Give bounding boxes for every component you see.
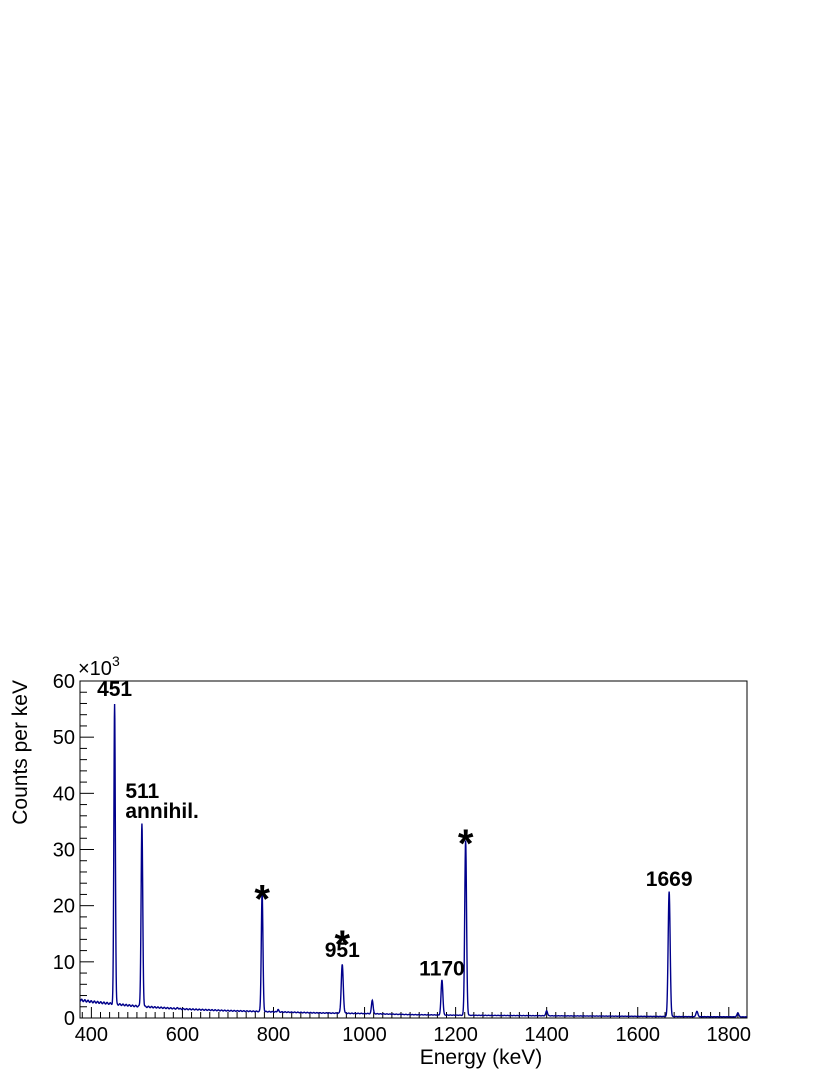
y-tick-label: 50 [53,727,75,749]
y-tick-label: 60 [53,671,75,693]
x-tick-label: 1000 [342,1024,387,1046]
peak-label-annihil: annihil. [125,800,199,823]
peak-star-marker: * [334,923,350,967]
spectrum-line [79,703,748,1018]
y-tick-label: 30 [53,840,75,862]
y-tick-label: 0 [64,1008,75,1030]
peak-label-1669: 1669 [646,868,693,891]
peak-label-451: 451 [97,678,132,701]
x-tick-label: 1600 [615,1024,660,1046]
peak-label-1170: 1170 [419,957,465,980]
x-tick-label: 1200 [433,1024,478,1046]
peak-label-951: 951 [325,939,360,962]
peak-star-marker: * [458,822,474,866]
y-axis-multiplier-exponent: 3 [112,653,120,669]
x-axis-title: Energy (keV) [420,1046,543,1069]
plot-frame [79,680,748,1019]
x-tick-label: 1800 [707,1024,752,1046]
x-tick-label: 800 [257,1024,290,1046]
y-axis-multiplier: ×103 [78,653,120,680]
x-tick-label: 1400 [524,1024,569,1046]
peak-label-511: 511 [125,780,159,803]
y-tick-label: 40 [53,783,75,805]
x-tick-label: 600 [166,1024,199,1046]
peak-star-marker: * [254,878,270,922]
y-tick-label: 20 [53,896,75,918]
y-axis-multiplier-base: ×10 [78,658,112,680]
y-tick-label: 10 [53,952,75,974]
y-axis-title: Counts per keV [9,680,32,825]
plot-layer: 400 600 800 1000 1200 1400 1600 1800 0 10 20 30 40 50… [53,671,751,1046]
x-tick-label: 400 [75,1024,108,1046]
